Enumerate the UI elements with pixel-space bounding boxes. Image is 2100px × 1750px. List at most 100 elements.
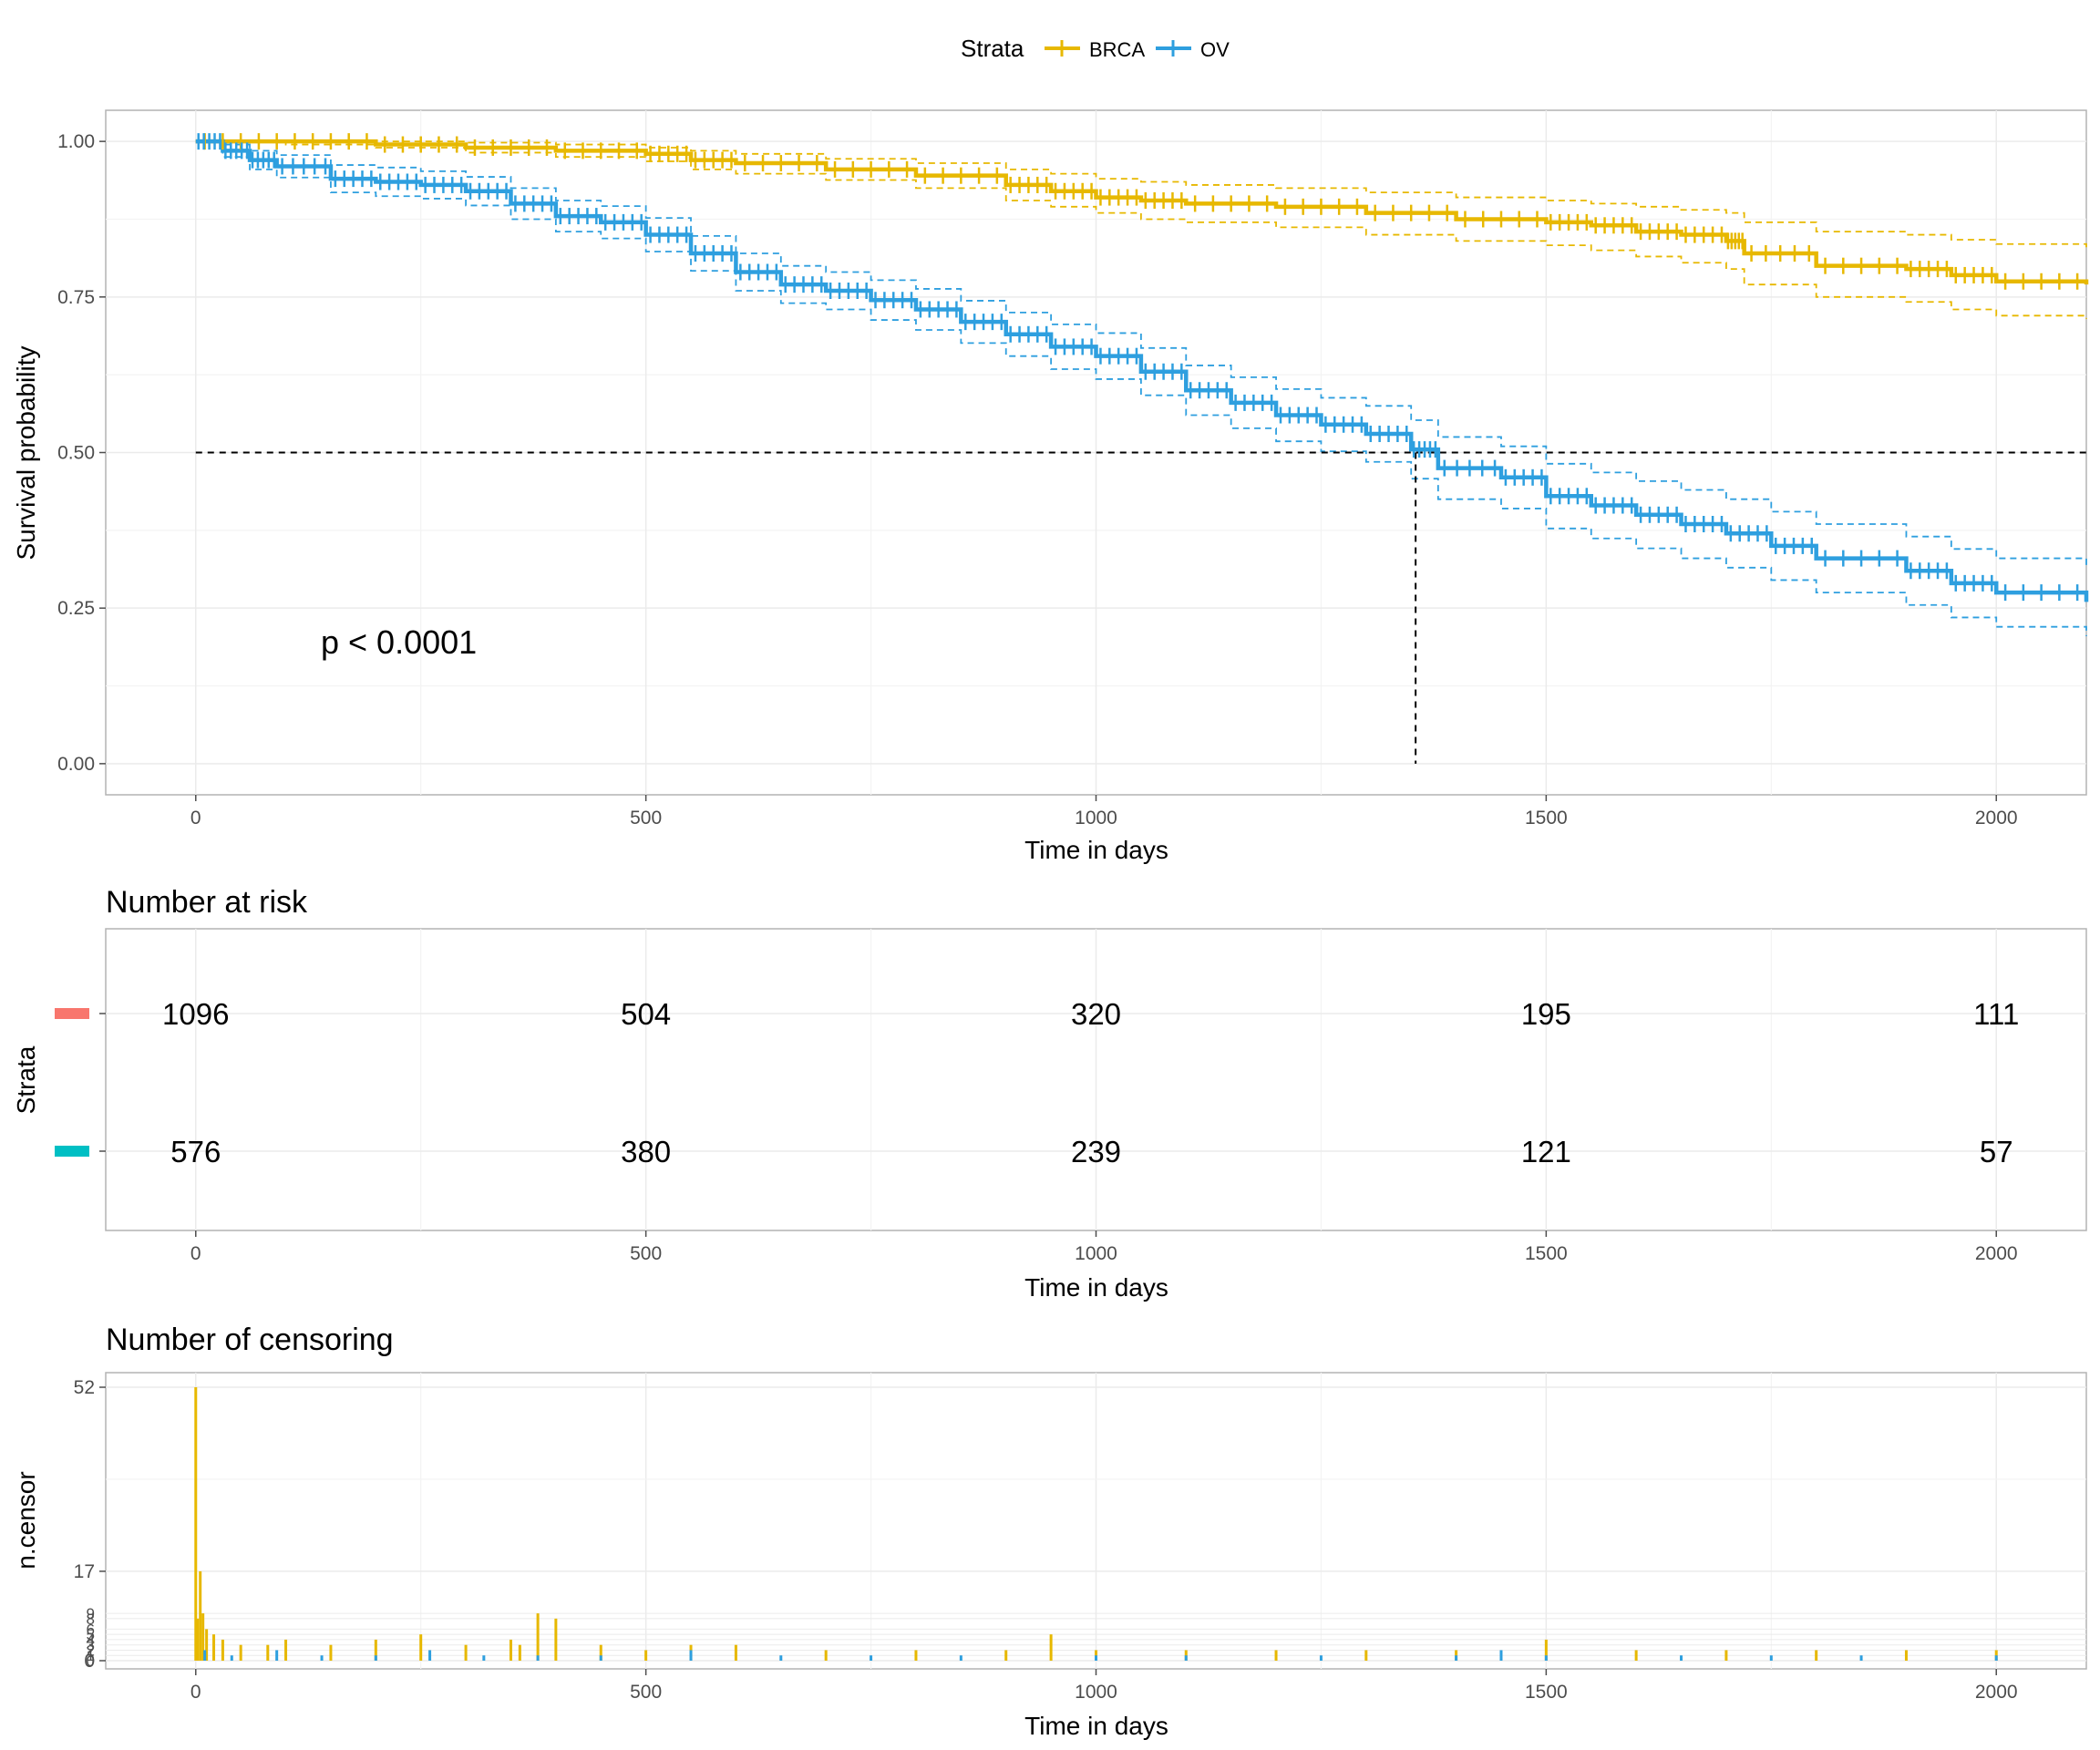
censor-y-minor-tick-label: 1 — [87, 1647, 95, 1664]
censor-x-tick-label: 0 — [190, 1682, 201, 1703]
brca-censor-bar — [599, 1644, 602, 1661]
ov-censor-bar — [1319, 1655, 1323, 1661]
risk-strata-marker-2 — [55, 1146, 89, 1157]
brca-censor-bar — [1544, 1639, 1548, 1661]
survival-y-tick-label: 1.00 — [57, 131, 95, 152]
risk-x-tick-label: 1000 — [1075, 1243, 1117, 1264]
censoring-plot: Number of censoring 0 500 1000 1500 2000 0 17 5… — [12, 1323, 2087, 1740]
risk-x-tick-label: 2000 — [1975, 1243, 2018, 1264]
brca-censor-bar — [1724, 1650, 1728, 1661]
brca-censor-bar — [509, 1639, 512, 1661]
censoring-x-axis-label: Time in days — [1024, 1712, 1168, 1740]
survival-axes: 0 500 1000 1500 2000 0.00 0.25 0.50 0.75 1.00 — [57, 131, 2017, 829]
brca-censor-bar — [554, 1618, 558, 1661]
ov-censor-bar — [1499, 1650, 1503, 1661]
censoring-y-axis-label: n.censor — [12, 1471, 40, 1569]
brca-upper-ci-line — [195, 140, 2087, 248]
brca-censor-bar — [1004, 1650, 1008, 1661]
brca-censor-bar — [196, 1618, 200, 1661]
censoring-plot-title: Number of censoring — [106, 1323, 394, 1357]
brca-censor-bar — [239, 1644, 242, 1661]
survival-censor-marks — [197, 133, 2079, 602]
brca-censor-bar — [734, 1644, 737, 1661]
censor-x-tick-label: 500 — [630, 1682, 662, 1703]
risk-table-cell: 195 — [1521, 997, 1571, 1031]
censor-y-minor-tick-label: 0 — [87, 1652, 95, 1670]
risk-x-tick-label: 500 — [630, 1243, 662, 1264]
ov-survival-line — [195, 139, 2089, 602]
risk-table-cell: 320 — [1071, 997, 1121, 1031]
risk-table-cell: 57 — [1980, 1135, 2013, 1168]
survival-confidence-bands — [195, 140, 2087, 636]
risk-table-grid — [106, 929, 2086, 1230]
risk-table-cells: 1096 504 320 195 111 576 380 239 121 57 — [162, 997, 2019, 1168]
risk-table-cell: 576 — [170, 1135, 221, 1168]
ov-censor-bar — [275, 1650, 279, 1661]
brca-lower-ci-line — [195, 140, 2087, 319]
risk-table-title: Number at risk — [106, 885, 308, 920]
censoring-bars — [194, 1387, 1998, 1661]
risk-table-cell: 504 — [621, 997, 671, 1031]
risk-x-tick-label: 1500 — [1525, 1243, 1568, 1264]
risk-table-x-axis-label: Time in days — [1024, 1273, 1168, 1302]
ov-censor-bar — [203, 1650, 207, 1661]
survival-x-tick-label: 1500 — [1525, 808, 1568, 829]
brca-censor-bar — [1049, 1634, 1053, 1661]
survival-x-tick-label: 1000 — [1075, 808, 1117, 829]
ov-censor-bar — [959, 1655, 962, 1661]
risk-table-strata-markers — [55, 1008, 89, 1157]
risk-table-cell: 121 — [1521, 1135, 1571, 1168]
brca-censor-bar — [824, 1650, 828, 1661]
survival-x-tick-label: 2000 — [1975, 808, 2018, 829]
ov-censor-bar — [320, 1655, 324, 1661]
ov-censor-bar — [1769, 1655, 1773, 1661]
legend-ov-label: OV — [1200, 38, 1230, 61]
censor-x-tick-label: 1000 — [1075, 1682, 1117, 1703]
ov-censor-bar — [536, 1655, 540, 1661]
ov-censor-bar — [1680, 1655, 1683, 1661]
risk-table-cell: 380 — [621, 1135, 671, 1168]
censor-y-minor-tick-label: 8 — [87, 1611, 95, 1628]
censor-y-minor-tick-label: 9 — [87, 1605, 95, 1622]
censor-x-tick-label: 2000 — [1975, 1682, 2018, 1703]
brca-censor-bar — [205, 1629, 209, 1661]
ov-censor-bar — [482, 1655, 486, 1661]
brca-censor-bar — [518, 1644, 521, 1661]
survival-y-tick-label: 0.50 — [57, 443, 95, 464]
brca-censor-bar — [464, 1644, 468, 1661]
survival-x-axis-label: Time in days — [1024, 836, 1168, 864]
ov-lower-ci-line — [195, 140, 2087, 636]
censor-y-minor-tick-label: 6 — [87, 1621, 95, 1638]
risk-table-cell: 111 — [1973, 997, 2019, 1031]
censor-y-minor-tick-label: 3 — [87, 1637, 95, 1654]
ov-censor-bar — [1455, 1655, 1458, 1661]
brca-censor-bar — [201, 1613, 205, 1661]
censor-y-tick-label: 17 — [74, 1561, 95, 1582]
legend-title: Strata — [961, 35, 1024, 62]
risk-table-cell: 1096 — [162, 997, 229, 1031]
ov-upper-ci-line — [195, 140, 2087, 568]
brca-censor-bar — [329, 1644, 333, 1661]
survival-plot: 0 500 1000 1500 2000 0.00 0.25 0.50 0.75 1.00 p <… — [12, 109, 2089, 864]
brca-censor-bar — [536, 1613, 540, 1661]
brca-censor-bar — [914, 1650, 918, 1661]
survival-x-tick-label: 0 — [190, 808, 201, 829]
ov-censor-bar — [230, 1655, 233, 1661]
ov-censor-bar — [779, 1655, 783, 1661]
survival-y-axis-label: Survival probability — [12, 346, 40, 561]
risk-x-tick-label: 0 — [190, 1243, 201, 1264]
brca-censor-bar — [644, 1650, 648, 1661]
brca-censor-bar — [419, 1634, 423, 1661]
ov-censor-bar — [374, 1655, 377, 1661]
censor-x-tick-label: 1500 — [1525, 1682, 1568, 1703]
censor-y-tick-label: 52 — [74, 1377, 95, 1398]
brca-censor-bar — [212, 1634, 216, 1661]
brca-censor-bar — [284, 1639, 288, 1661]
ov-censor-bar — [689, 1650, 693, 1661]
survival-y-tick-label: 0.25 — [57, 598, 95, 619]
brca-censor-bar — [1634, 1650, 1638, 1661]
legend: Strata BRCA OV — [961, 35, 1230, 62]
censor-y-minor-tick-label: 4 — [87, 1632, 95, 1649]
